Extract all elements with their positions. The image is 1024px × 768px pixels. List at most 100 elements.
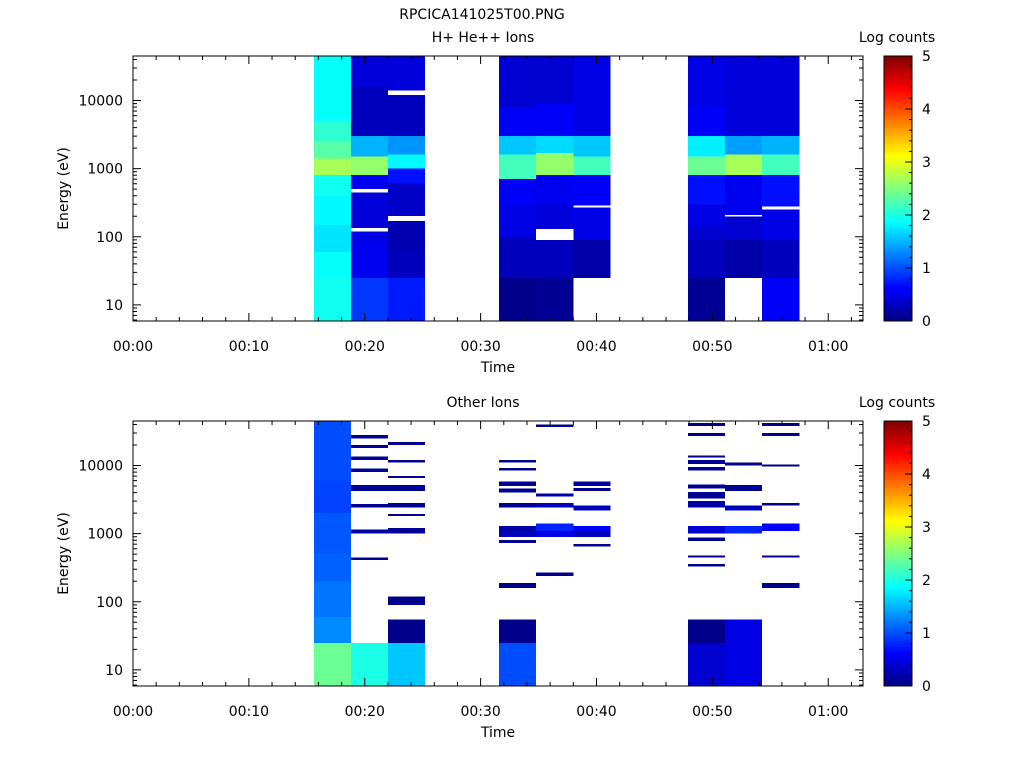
- colorbar-step: [884, 124, 912, 129]
- panel-title: Other Ions: [446, 395, 519, 411]
- colorbar-step: [884, 61, 912, 65]
- colorbar-step: [884, 492, 912, 496]
- colorbar-step: [884, 313, 912, 317]
- heatmap-cell: [762, 555, 800, 558]
- colorbar-step: [884, 651, 912, 655]
- heatmap-cell: [350, 243, 388, 278]
- heatmap-cell: [499, 107, 537, 137]
- colorbar-step: [884, 434, 912, 438]
- heatmap-cell: [725, 505, 763, 511]
- y-axis-label: Energy (eV): [56, 512, 72, 595]
- colorbar-step: [884, 254, 912, 258]
- heatmap-cell: [762, 523, 800, 531]
- colorbar-step: [884, 460, 912, 464]
- y-tick-label: 100: [96, 230, 123, 246]
- colorbar-step: [884, 273, 912, 277]
- heatmap-cell: [688, 491, 726, 499]
- colorbar-step: [884, 98, 912, 102]
- heatmap-cell: [762, 433, 800, 437]
- heatmap-cell: [573, 136, 611, 157]
- x-tick-label: 00:40: [576, 339, 616, 355]
- colorbar-step: [884, 199, 912, 203]
- heatmap-cell: [350, 86, 388, 137]
- x-tick-label: 00:30: [460, 704, 500, 720]
- heatmap-cell: [350, 56, 388, 87]
- heatmap-cell: [387, 528, 425, 534]
- heatmap-cell: [350, 435, 388, 439]
- heatmap-cell: [387, 596, 425, 605]
- colorbar-step: [884, 180, 912, 184]
- heatmap-cell: [350, 136, 388, 157]
- colorbar-step: [884, 154, 912, 158]
- heatmap-cell: [387, 183, 425, 217]
- colorbar-tick-label: 2: [922, 208, 931, 224]
- heatmap-cell: [573, 544, 611, 547]
- colorbar-step: [884, 550, 912, 555]
- colorbar-step: [884, 212, 912, 216]
- colorbar-step: [884, 275, 912, 280]
- heatmap-cell: [387, 642, 425, 686]
- heatmap-cell: [313, 581, 351, 617]
- heatmap-cell: [536, 530, 574, 537]
- colorbar-step: [884, 132, 912, 137]
- figure-title: RPCICA141025T00.PNG: [399, 7, 564, 23]
- colorbar-step: [884, 497, 912, 502]
- heatmap-cell: [688, 619, 726, 643]
- colorbar-frame: [883, 55, 913, 322]
- heatmap-cell: [313, 158, 351, 176]
- colorbar-step: [884, 580, 912, 584]
- heatmap-cell: [725, 136, 763, 155]
- heatmap-cell: [350, 468, 388, 473]
- colorbar-step: [884, 71, 912, 76]
- x-tick-label: 00:50: [692, 704, 732, 720]
- heatmap-cell: [688, 460, 726, 465]
- colorbar-step: [884, 521, 912, 525]
- colorbar-step: [884, 487, 912, 491]
- colorbar-step: [884, 622, 912, 626]
- heatmap-cell: [536, 277, 574, 321]
- colorbar-step: [884, 548, 912, 552]
- heatmap-cell: [387, 168, 425, 184]
- colorbar-step: [884, 222, 912, 227]
- colorbar-step: [884, 505, 912, 510]
- heatmap-cell: [350, 557, 388, 560]
- colorbar-step: [884, 162, 912, 166]
- colorbar-step: [884, 177, 912, 182]
- colorbar-step: [884, 236, 912, 240]
- heatmap-cell: [499, 154, 537, 180]
- heatmap-cell: [313, 554, 351, 582]
- colorbar-step: [884, 257, 912, 261]
- x-tick-label: 01:00: [808, 704, 848, 720]
- colorbar-step: [884, 556, 912, 560]
- colorbar-tick-label: 1: [922, 626, 931, 642]
- heatmap-cell: [499, 56, 537, 108]
- colorbar-step: [884, 603, 912, 608]
- colorbar-tick-label: 4: [922, 102, 931, 118]
- colorbar-step: [884, 262, 912, 266]
- colorbar-tick-label: 0: [922, 679, 931, 695]
- colorbar-step: [884, 283, 912, 288]
- heatmap-cell: [688, 107, 726, 137]
- heatmap-cell: [536, 503, 574, 508]
- colorbar-step: [884, 299, 912, 304]
- colorbar-step: [884, 69, 912, 73]
- heatmap-cell: [573, 175, 611, 206]
- colorbar-step: [884, 305, 912, 309]
- colorbar-step: [884, 159, 912, 163]
- colorbar-step: [884, 648, 912, 653]
- colorbar-step: [884, 291, 912, 296]
- heatmap-cell: [573, 530, 611, 537]
- heatmap-cell: [350, 529, 388, 534]
- heatmap-cell: [499, 582, 537, 588]
- colorbar-step: [884, 310, 912, 314]
- colorbar-step: [884, 442, 912, 446]
- heatmap-cell: [387, 95, 425, 137]
- colorbar-step: [884, 489, 912, 494]
- colorbar-step: [884, 468, 912, 472]
- colorbar-step: [884, 540, 912, 544]
- heatmap-cell: [350, 156, 388, 176]
- plot-frame: [132, 420, 864, 687]
- heatmap-cell: [688, 467, 726, 471]
- colorbar-step: [884, 85, 912, 89]
- colorbar-step: [884, 87, 912, 92]
